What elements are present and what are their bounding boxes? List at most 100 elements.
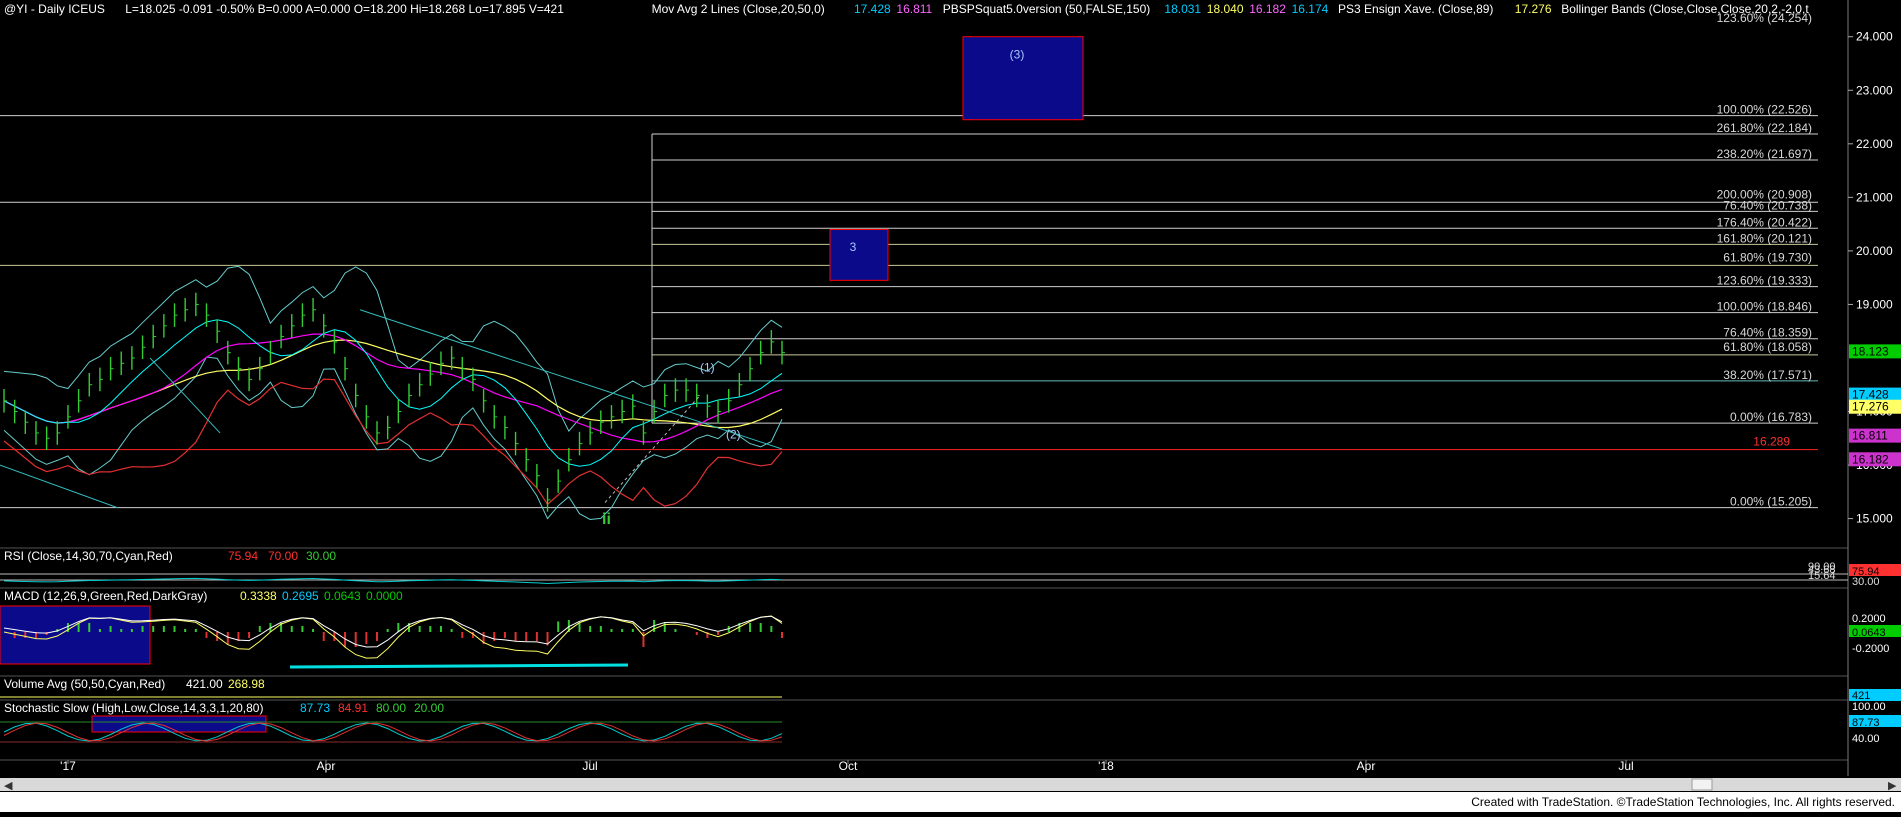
stoch-d-line (3, 722, 783, 742)
price-tag-text: 16.182 (1852, 452, 1889, 466)
scroll-right-arrow[interactable]: ▶ (1888, 780, 1897, 792)
fib-label: 123.60% (19.333) (1717, 274, 1812, 288)
macd-tag-text: 0.2000 (1852, 613, 1886, 625)
price-tag (1849, 452, 1901, 467)
rsi-tag (1849, 564, 1901, 576)
trend-line (149, 357, 221, 434)
rsi-tag-text: 75.94 (1852, 566, 1880, 578)
x-tick-label: Oct (839, 759, 858, 773)
rsi-value: 30.00 (306, 549, 336, 563)
x-tick-label: Jul (1618, 759, 1633, 773)
price-tag (1849, 387, 1901, 402)
ensign-label: PS3 Ensign Xave. (Close,89) (1338, 2, 1493, 16)
bollinger-label: Bollinger Bands (Close,Close,Close,20,2,… (1561, 2, 1809, 16)
stoch-tag (1849, 715, 1901, 727)
pbs-line (3, 378, 783, 507)
rsi-tag-text: 30.00 (1852, 576, 1880, 588)
volume-tag (1849, 689, 1901, 701)
stoch-value: 84.91 (338, 701, 368, 715)
ma20-line (3, 319, 783, 467)
fib-label: 176.40% (20.422) (1717, 215, 1812, 229)
price-tag (1849, 344, 1901, 359)
rsi-tag-text: 15.64 (1808, 570, 1836, 582)
stoch-tag-text: 100.00 (1852, 701, 1886, 713)
fib-label: 100.00% (22.526) (1717, 103, 1812, 117)
wave-label: (2) (726, 427, 741, 441)
scroll-left-arrow[interactable]: ◀ (4, 780, 13, 792)
price-tag-text: 17.276 (1852, 400, 1889, 414)
wave-label: (3) (1010, 48, 1025, 62)
volume-value: 268.98 (228, 677, 265, 691)
wave-label: ii (602, 511, 611, 528)
fib-label: 76.40% (20.738) (1723, 198, 1812, 212)
macd-divergence-line (289, 663, 629, 669)
horizontal-scrollbar[interactable] (0, 778, 1901, 791)
scrollbar-thumb[interactable] (1691, 778, 1713, 791)
fib-label: 61.80% (19.730) (1723, 250, 1812, 264)
y-tick-label: 21.000 (1856, 190, 1893, 204)
trend-line (0, 464, 119, 509)
macd-value: 0.0643 (324, 589, 361, 603)
y-tick-label: 23.000 (1856, 83, 1893, 97)
support-label: 16.289 (1753, 435, 1790, 449)
macd-value: 0.0000 (366, 589, 403, 603)
trend-line (359, 309, 783, 450)
y-tick-label: 15.000 (1856, 512, 1893, 526)
rsi-tag-text: 90.00 (1808, 561, 1836, 573)
macd-value: 0.3338 (240, 589, 277, 603)
stoch-label: Stochastic Slow (High,Low,Close,14,3,3,1… (4, 701, 263, 715)
target-box-wave-3 (962, 36, 1084, 121)
rsi-line (3, 577, 783, 585)
fib-label: 61.80% (18.058) (1723, 340, 1812, 354)
y-tick-label: 24.000 (1856, 30, 1893, 44)
price-tag-text: 17.428 (1852, 388, 1889, 402)
rsi-label: RSI (Close,14,30,70,Cyan,Red) (4, 549, 173, 563)
mov-avg-50-value: 16.811 (896, 2, 932, 16)
fib-label: 0.00% (15.205) (1730, 495, 1812, 509)
mov-avg-label: Mov Avg 2 Lines (Close,20,50,0) (652, 2, 825, 16)
stoch-value: 87.73 (300, 701, 330, 715)
pbs-value: 16.174 (1292, 2, 1329, 16)
footer-credit: Created with TradeStation. ©TradeStation… (1471, 795, 1895, 809)
bollinger-upper (3, 265, 783, 432)
pbs-label: PBSPSquat5.0version (50,FALSE,150) (943, 2, 1150, 16)
volume-tag-text: 421 (1852, 690, 1870, 702)
fib-label: 76.40% (18.359) (1723, 326, 1812, 340)
stoch-k-line (3, 722, 783, 742)
pbs-value: 16.182 (1249, 2, 1286, 16)
x-tick-label: '17 (60, 759, 76, 773)
rsi-value: 75.94 (228, 549, 258, 563)
volume-value: 421.00 (186, 677, 223, 691)
macd-tag-text: 0.0643 (1852, 627, 1886, 639)
fib-label: 100.00% (18.846) (1717, 300, 1812, 314)
volume-label: Volume Avg (50,50,Cyan,Red) (4, 677, 165, 691)
y-tick-label: 22.000 (1856, 137, 1893, 151)
price-tag (1849, 428, 1901, 443)
macd-tag-text: -0.2000 (1852, 643, 1889, 655)
macd-value: 0.2695 (282, 589, 319, 603)
fib-label: 38.20% (17.571) (1723, 368, 1812, 382)
macd-highlight-box (0, 605, 151, 665)
fib-label: 200.00% (20.908) (1717, 187, 1812, 201)
stoch-value: 20.00 (414, 701, 444, 715)
footer-bar: Created with TradeStation. ©TradeStation… (0, 792, 1901, 812)
fib-label: 123.60% (24.254) (1717, 11, 1812, 25)
fib-label: 261.80% (22.184) (1717, 121, 1812, 135)
x-tick-label: Apr (1357, 759, 1376, 773)
rsi-tag-text: 43.68 (1808, 564, 1836, 576)
fib-label: 238.20% (21.697) (1717, 147, 1812, 161)
mov-avg-20-value: 17.428 (854, 2, 891, 16)
target-box-3 (829, 228, 889, 281)
x-tick-label: '18 (1098, 759, 1114, 773)
y-tick-label: 20.000 (1856, 244, 1893, 258)
macd-line (3, 615, 783, 659)
x-tick-label: Apr (317, 759, 336, 773)
pbs-value: 18.040 (1207, 2, 1244, 16)
ma50-line (3, 333, 783, 443)
macd-tag (1849, 625, 1901, 637)
x-tick-label: Jul (582, 759, 597, 773)
wave-label: 3 (850, 240, 857, 254)
stoch-value: 80.00 (376, 701, 406, 715)
stoch-tag-text: 87.73 (1852, 717, 1880, 729)
